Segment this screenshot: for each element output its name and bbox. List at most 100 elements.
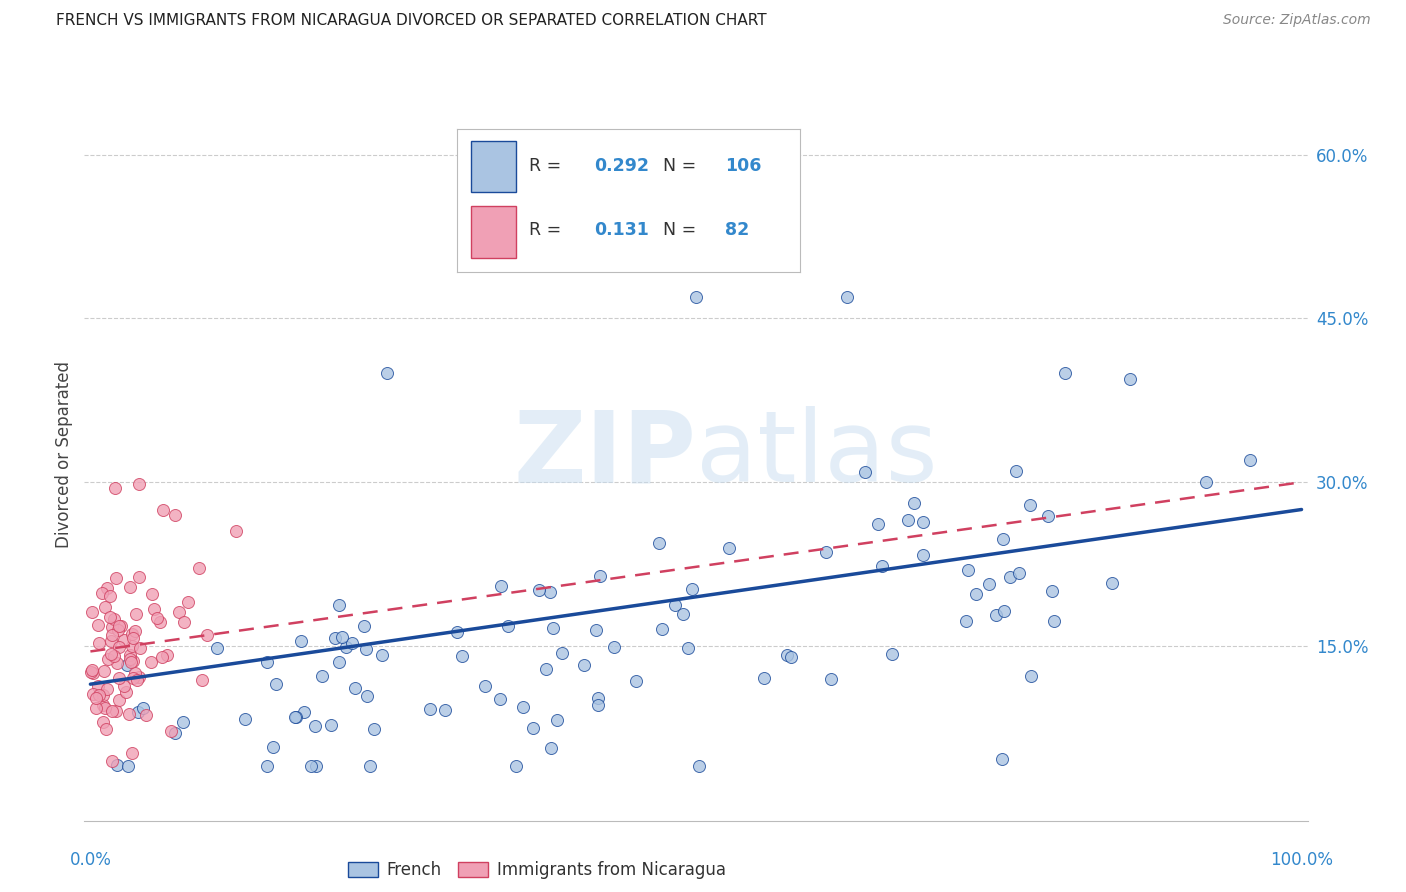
Point [115, 685, 138, 699]
Point [651, 623, 673, 637]
Point [323, 631, 346, 645]
Point [110, 619, 132, 633]
Point [304, 759, 326, 773]
Point [122, 631, 145, 645]
Text: atlas: atlas [696, 407, 938, 503]
Point [1021, 669, 1043, 683]
Point [84, 690, 107, 705]
Point [79, 665, 101, 679]
Point [84, 700, 107, 714]
Text: 0.0%: 0.0% [69, 851, 111, 869]
Point [284, 710, 307, 724]
Point [1239, 453, 1261, 467]
Point [868, 517, 890, 532]
Point [957, 563, 980, 577]
Point [96, 581, 118, 595]
Point [672, 607, 695, 621]
Point [256, 655, 278, 669]
Point [150, 650, 173, 665]
Point [588, 197, 610, 211]
Point [1008, 566, 1031, 580]
Point [1118, 371, 1140, 385]
Point [292, 706, 315, 720]
Point [117, 759, 139, 773]
Point [82, 666, 104, 681]
Point [1195, 475, 1218, 489]
Point [101, 628, 124, 642]
Point [446, 624, 468, 639]
Point [433, 702, 456, 716]
Point [118, 706, 141, 721]
Text: 100.0%: 100.0% [1270, 851, 1333, 869]
Point [505, 759, 527, 773]
Text: FRENCH VS IMMIGRANTS FROM NICARAGUA DIVORCED OR SEPARATED CORRELATION CHART: FRENCH VS IMMIGRANTS FROM NICARAGUA DIVO… [56, 13, 766, 29]
Point [100, 647, 122, 661]
Point [647, 535, 669, 549]
Point [86, 618, 108, 632]
Point [335, 640, 357, 654]
Point [1019, 498, 1042, 512]
Point [142, 602, 165, 616]
Point [688, 759, 710, 773]
Point [132, 700, 155, 714]
Point [125, 607, 148, 621]
Point [122, 654, 145, 668]
Point [419, 702, 441, 716]
Point [91, 698, 114, 713]
Point [112, 679, 135, 693]
Point [100, 633, 122, 648]
Point [118, 652, 141, 666]
Point [356, 690, 378, 704]
Point [911, 515, 934, 529]
Point [330, 630, 353, 644]
Text: ZIP: ZIP [513, 407, 696, 503]
Point [450, 648, 472, 663]
Point [489, 692, 512, 706]
Point [491, 579, 513, 593]
Point [121, 639, 143, 653]
Point [585, 623, 607, 637]
Point [173, 615, 195, 629]
Point [128, 570, 150, 584]
Point [101, 619, 124, 633]
Point [1036, 508, 1059, 523]
Point [285, 710, 308, 724]
Point [90, 586, 112, 600]
Point [120, 648, 142, 662]
Point [538, 585, 561, 599]
Point [120, 655, 142, 669]
Point [718, 541, 741, 555]
Point [165, 508, 187, 522]
Point [124, 666, 146, 681]
Point [163, 725, 186, 739]
Point [1005, 464, 1028, 478]
Point [1040, 583, 1063, 598]
Point [512, 699, 534, 714]
Point [522, 721, 544, 735]
Point [536, 662, 558, 676]
Point [299, 759, 322, 773]
Point [125, 673, 148, 687]
Legend: French, Immigrants from Nicaragua: French, Immigrants from Nicaragua [342, 855, 733, 886]
Point [124, 624, 146, 638]
Point [105, 571, 128, 585]
Point [779, 650, 801, 665]
Point [853, 465, 876, 479]
Point [681, 582, 703, 596]
Point [188, 560, 211, 574]
Point [103, 612, 125, 626]
Point [354, 642, 377, 657]
Point [107, 623, 129, 637]
Point [127, 705, 149, 719]
Point [776, 648, 799, 663]
Point [993, 604, 1015, 618]
Point [754, 671, 776, 685]
Point [371, 648, 394, 662]
Point [141, 655, 163, 669]
Point [551, 646, 574, 660]
Point [120, 580, 142, 594]
Point [98, 590, 121, 604]
Point [586, 690, 609, 705]
Point [128, 670, 150, 684]
Point [82, 663, 104, 677]
